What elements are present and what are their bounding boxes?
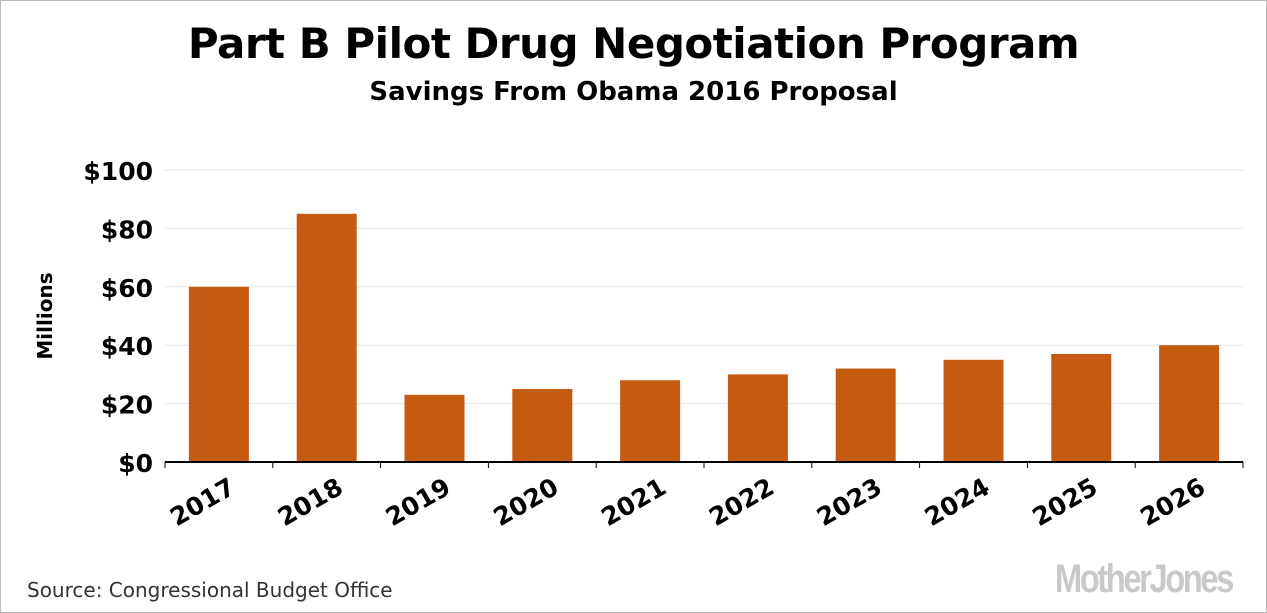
x-tick-label: 2021 [596,472,671,532]
x-tick-label: 2025 [1028,472,1103,532]
bar-2026 [1159,345,1220,462]
x-tick-label: 2022 [704,472,779,532]
chart-subtitle: Savings From Obama 2016 Proposal [369,77,898,107]
bar-2017 [188,286,249,462]
bar-2019 [404,394,465,462]
bar-2018 [296,213,357,462]
bar-2025 [1051,353,1112,462]
x-tick-label: 2026 [1135,472,1210,532]
source-note: Source: Congressional Budget Office [27,578,393,602]
bar-2022 [727,374,788,462]
x-tick-label: 2020 [489,472,564,532]
x-tick-label: 2024 [920,472,995,532]
y-tick-label: $20 [101,391,153,420]
bar-2021 [620,380,681,462]
x-tick-label: 2023 [812,472,887,532]
x-tick-label: 2017 [165,472,240,532]
y-tick-label: $100 [83,157,153,186]
y-tick-label: $40 [101,332,153,361]
y-tick-label: $60 [101,274,153,303]
y-tick-label: $80 [101,215,153,244]
bar-2024 [943,359,1004,462]
chart-title: Part B Pilot Drug Negotiation Program [187,19,1080,68]
x-tick-label: 2018 [273,472,348,532]
y-tick-label: $0 [118,449,153,478]
mother-jones-logo: MotherJones [1054,557,1235,601]
y-axis-label: Millions [33,272,57,359]
bar-2020 [512,389,573,462]
bar-2023 [835,368,896,462]
x-tick-label: 2019 [381,472,456,532]
